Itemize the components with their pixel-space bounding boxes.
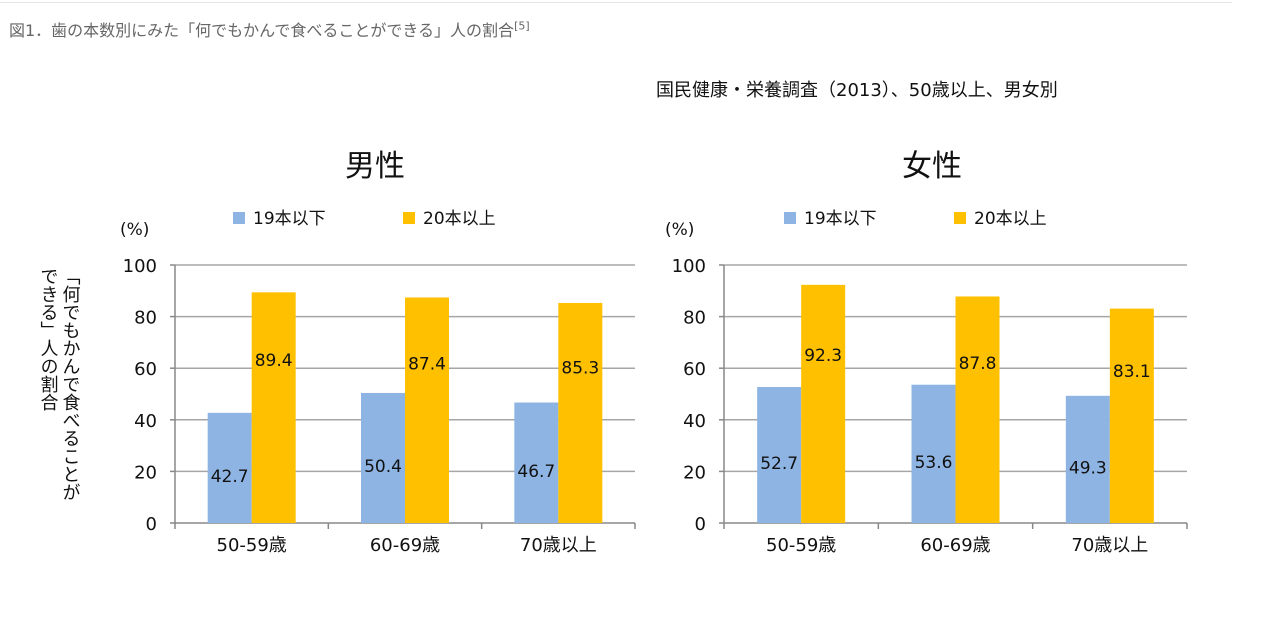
data-label: 87.8 [959, 354, 997, 374]
chart-female: 女性 19本以下 20本以上 (%) 0 20 40 60 80 100 52.7 92.3 50-59… [665, 149, 1188, 556]
y-axis-label-line: できる」人の割合 [38, 267, 59, 411]
x-tick-label: 70歳以上 [1071, 535, 1148, 556]
legend-swatch [954, 212, 966, 224]
y-tick-label: 0 [695, 514, 706, 535]
y-tick-label: 80 [134, 308, 157, 329]
chart-title: 男性 [345, 149, 405, 184]
bar [405, 297, 449, 523]
y-tick-label: 60 [134, 359, 157, 380]
data-label: 50.4 [364, 457, 402, 477]
data-label: 49.3 [1069, 458, 1107, 478]
chart-title: 女性 [902, 149, 962, 184]
y-unit-label: (%) [665, 220, 694, 240]
legend-swatch [403, 212, 415, 224]
bar [911, 384, 956, 523]
x-tick-label: 50-59歳 [766, 535, 836, 556]
data-label: 85.3 [561, 358, 599, 378]
bar [361, 392, 405, 523]
y-axis-label-line: 「何でもかんで食べることが [60, 267, 81, 501]
figure-caption-text: 図1．歯の本数別にみた「何でもかんで食べることができる」人の割合 [9, 21, 515, 40]
source-note: 国民健康・栄養調査（2013）、50歳以上、男女別 [656, 80, 1058, 101]
chart-male: 男性 19本以下 20本以上 (%) 0 20 40 60 80 100 42.7 89.4 50-59… [38, 149, 636, 556]
data-label: 83.1 [1113, 362, 1151, 382]
bar [514, 402, 559, 523]
legend-label: 20本以上 [974, 209, 1047, 229]
legend-label: 20本以上 [423, 209, 496, 229]
x-tick-label: 70歳以上 [520, 535, 597, 556]
y-tick-label: 60 [683, 359, 706, 380]
bar [757, 387, 802, 523]
y-tick-label: 80 [683, 308, 706, 329]
data-label: 42.7 [211, 467, 249, 487]
bar [251, 292, 296, 523]
bar [1109, 308, 1154, 523]
legend-label: 19本以下 [804, 209, 877, 229]
data-label: 46.7 [517, 462, 555, 482]
data-label: 53.6 [915, 453, 953, 473]
bar [207, 412, 252, 523]
top-divider [0, 2, 1232, 3]
legend-label: 19本以下 [253, 209, 326, 229]
figure-caption: 図1．歯の本数別にみた「何でもかんで食べることができる」人の割合[5] [9, 17, 530, 41]
y-tick-label: 40 [134, 411, 157, 432]
data-label: 87.4 [408, 355, 446, 375]
bar [955, 296, 1000, 523]
bar [801, 284, 846, 523]
data-label: 89.4 [255, 351, 293, 371]
y-unit-label: (%) [120, 220, 149, 240]
bar [558, 302, 603, 523]
y-tick-label: 100 [123, 256, 157, 277]
y-axis-label: 「何でもかんで食べることができる」人の割合 [38, 267, 81, 501]
citation-ref[interactable]: [5] [514, 19, 530, 33]
legend-swatch [233, 212, 245, 224]
y-tick-label: 100 [672, 256, 706, 277]
x-tick-label: 60-69歳 [370, 535, 440, 556]
y-tick-label: 40 [683, 411, 706, 432]
x-tick-label: 60-69歳 [920, 535, 990, 556]
y-tick-label: 20 [683, 462, 706, 483]
y-tick-label: 0 [146, 514, 157, 535]
y-tick-label: 20 [134, 462, 157, 483]
bar [1065, 395, 1110, 523]
legend-swatch [784, 212, 796, 224]
data-label: 52.7 [760, 454, 798, 474]
x-tick-label: 50-59歳 [217, 535, 287, 556]
data-label: 92.3 [804, 346, 842, 366]
